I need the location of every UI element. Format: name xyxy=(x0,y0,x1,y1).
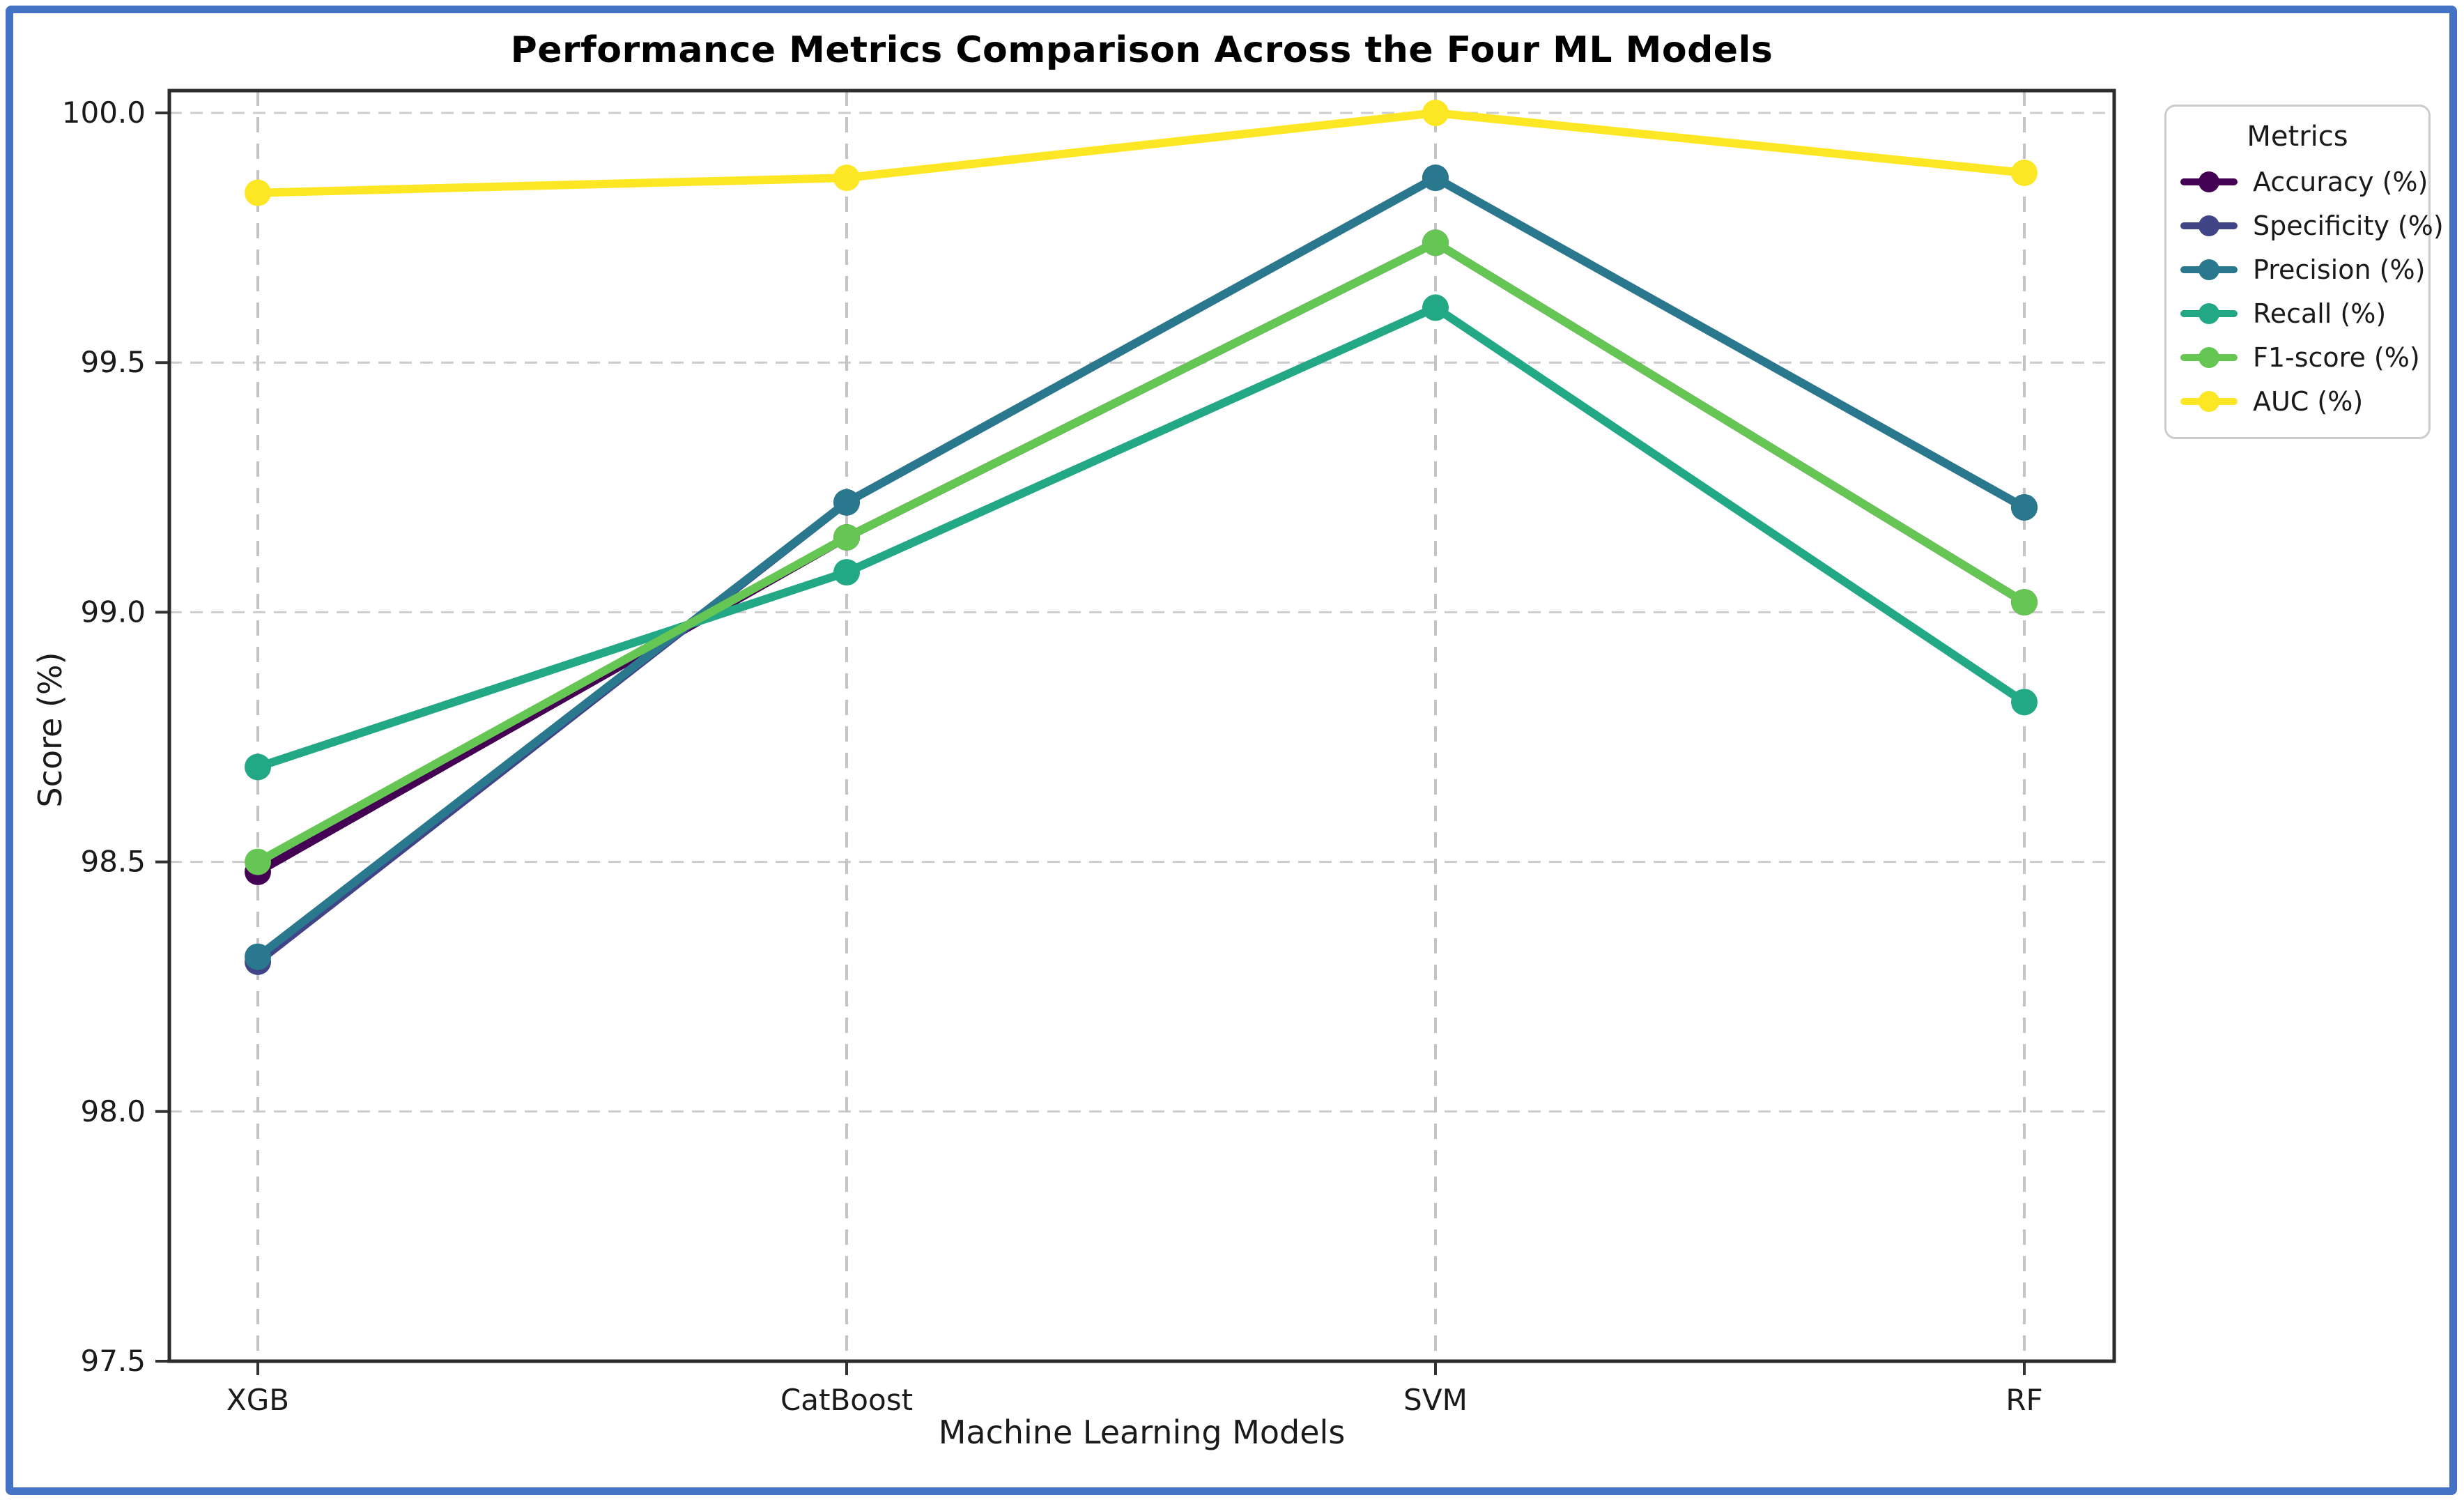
x-tick-label: CatBoost xyxy=(780,1383,913,1417)
series-marker-precision- xyxy=(1422,164,1449,192)
series-marker-precision- xyxy=(833,489,860,516)
series-marker-f1-score- xyxy=(245,848,271,875)
legend-marker-dot xyxy=(2199,259,2219,280)
series-marker-auc- xyxy=(1422,100,1449,126)
series-line-precision- xyxy=(254,174,2028,961)
series-marker-auc- xyxy=(2011,159,2038,186)
series-line-auc- xyxy=(254,109,2028,197)
y-tick-label: 98.0 xyxy=(80,1094,146,1128)
series-marker-recall- xyxy=(2011,689,2038,716)
x-tick-label: SVM xyxy=(1403,1383,1468,1417)
series-marker-f1-score- xyxy=(833,523,860,551)
series-marker-precision- xyxy=(245,943,271,970)
legend-label: Specificity (%) xyxy=(2253,210,2444,241)
chart-title: Performance Metrics Comparison Across th… xyxy=(510,29,1773,71)
series-marker-recall- xyxy=(1422,294,1449,321)
legend-swatch xyxy=(2180,215,2238,236)
legend-item: F1-score (%) xyxy=(2180,335,2420,379)
series-marker-recall- xyxy=(245,753,271,781)
legend-swatch xyxy=(2180,390,2238,412)
legend-marker-dot xyxy=(2199,171,2219,192)
series-marker-f1-score- xyxy=(2011,589,2038,616)
legend-label: Accuracy (%) xyxy=(2253,166,2428,197)
series-marker-auc- xyxy=(245,179,271,206)
legend-swatch xyxy=(2180,259,2238,280)
legend-item: Precision (%) xyxy=(2180,247,2425,291)
y-tick-label: 97.5 xyxy=(80,1344,146,1378)
legend-swatch xyxy=(2180,171,2238,192)
legend-label: F1-score (%) xyxy=(2253,342,2420,373)
legend-label: AUC (%) xyxy=(2253,385,2364,417)
plot-border xyxy=(167,89,2116,1363)
x-tick-label: RF xyxy=(2005,1383,2042,1417)
legend-title: Metrics xyxy=(2247,121,2348,153)
legend-marker-dot xyxy=(2199,302,2219,324)
series-marker-auc- xyxy=(833,164,860,192)
series-marker-precision- xyxy=(2011,493,2038,521)
legend-marker-dot xyxy=(2199,346,2219,368)
y-tick-label: 99.0 xyxy=(80,595,146,629)
series-line-recall- xyxy=(254,303,2028,772)
legend-swatch xyxy=(2180,302,2238,324)
legend-item: Accuracy (%) xyxy=(2180,160,2428,204)
legend-item: Recall (%) xyxy=(2180,291,2415,335)
legend-item: Specificity (%) xyxy=(2180,204,2444,247)
y-tick-label: 100.0 xyxy=(62,95,146,130)
legend-label: Recall (%) xyxy=(2253,298,2387,329)
series-marker-f1-score- xyxy=(1422,229,1449,256)
legend-label: Precision (%) xyxy=(2253,254,2426,285)
legend-items: Accuracy (%) Specificity (%) Precision (%)… xyxy=(2180,160,2444,423)
legend-marker-dot xyxy=(2199,390,2219,412)
y-tick-label: 99.5 xyxy=(80,345,146,379)
legend-item: AUC (%) xyxy=(2180,379,2415,423)
series-line-f1-score- xyxy=(254,238,2028,866)
series-marker-recall- xyxy=(833,559,860,586)
legend-swatch xyxy=(2180,346,2238,368)
series-line-specificity- xyxy=(254,174,2028,966)
legend-marker-dot xyxy=(2199,215,2219,236)
y-tick-label: 98.5 xyxy=(80,845,146,879)
legend-box: Metrics Accuracy (%) Specificity (%) Preci… xyxy=(2164,105,2444,439)
x-tick-label: XGB xyxy=(226,1383,289,1417)
x-axis-label: Machine Learning Models xyxy=(938,1413,1346,1451)
